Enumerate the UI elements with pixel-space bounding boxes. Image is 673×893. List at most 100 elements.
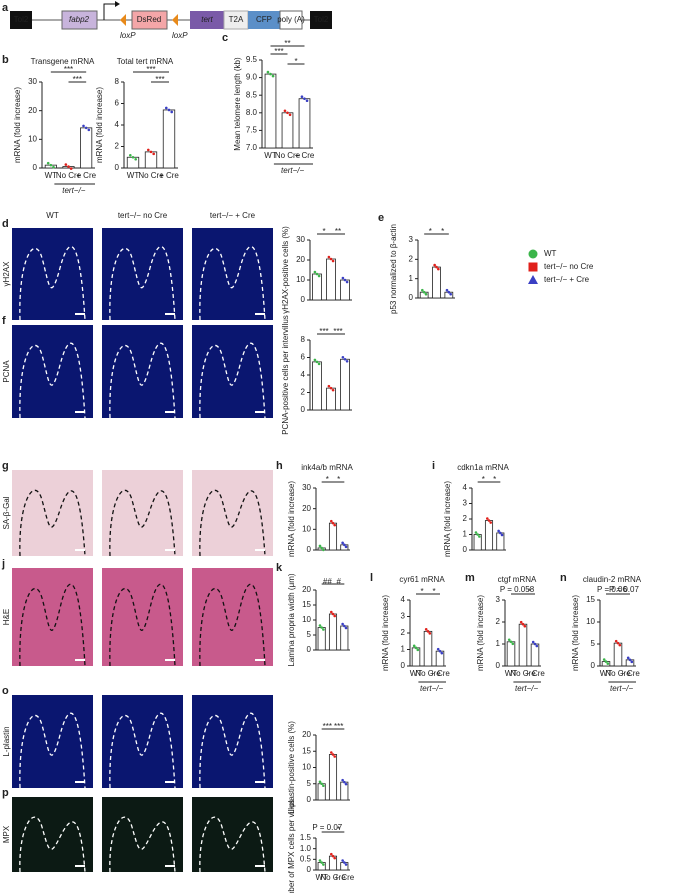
- villus-outline: [19, 342, 86, 419]
- y-axis-label: L-plastin-positive cells (%): [287, 721, 296, 814]
- data-point: [343, 357, 347, 361]
- data-point: [165, 106, 168, 110]
- data-point: [69, 167, 73, 170]
- data-point: [499, 531, 502, 535]
- data-point: [67, 165, 70, 168]
- bar: [423, 630, 433, 667]
- data-point: [428, 632, 432, 635]
- significance-label: *: [337, 825, 340, 834]
- y-tick-label: 2: [463, 514, 468, 523]
- significance-label: *: [493, 475, 496, 484]
- data-point: [331, 521, 335, 525]
- x-tick-label: WT: [410, 669, 423, 678]
- row-label: γH2AX: [2, 261, 11, 287]
- y-tick-label: 20: [302, 585, 311, 594]
- y-tick-label: 9.0: [246, 73, 258, 82]
- y-axis-label: mRNA (fold increase): [95, 87, 104, 163]
- villus-outline: [109, 583, 176, 667]
- significance-label: ***: [333, 327, 342, 336]
- bar: [340, 279, 350, 301]
- data-point: [167, 108, 171, 112]
- data-point: [345, 280, 349, 284]
- panel-letter: o: [2, 685, 9, 697]
- y-tick-label: 10: [302, 763, 311, 772]
- row-label: PCNA: [2, 360, 11, 383]
- y-tick-label: 2: [401, 628, 406, 637]
- data-point: [305, 99, 309, 103]
- y-tick-label: 3: [409, 235, 414, 244]
- data-point: [318, 859, 322, 862]
- significance-label: *: [337, 475, 340, 484]
- data-point: [271, 74, 275, 78]
- y-tick-label: 2: [301, 388, 306, 397]
- data-point: [436, 647, 440, 651]
- y-tick-label: 30: [28, 77, 37, 86]
- x-tick-label: WT: [600, 669, 613, 678]
- data-point: [449, 292, 452, 296]
- data-point: [497, 529, 500, 533]
- construct-element: T2A: [229, 15, 244, 24]
- significance-label: *: [527, 587, 530, 596]
- x-tick-label: + Cre: [525, 669, 545, 678]
- data-point: [320, 546, 323, 550]
- data-point: [486, 517, 489, 520]
- data-point: [322, 784, 325, 788]
- data-point: [313, 358, 317, 362]
- y-axis-label: mRNA (fold increase): [571, 595, 580, 671]
- bar: [162, 109, 176, 169]
- significance-label: P = 0.058: [500, 585, 535, 594]
- data-point: [628, 658, 632, 662]
- chart-title: cdkn1a mRNA: [457, 463, 509, 472]
- data-point: [327, 384, 331, 388]
- data-point: [344, 545, 348, 549]
- bar: [328, 613, 338, 651]
- y-tick-label: 0: [301, 295, 306, 304]
- y-tick-label: 7.5: [246, 126, 258, 135]
- panel-letter: f: [2, 315, 6, 327]
- y-tick-label: 0: [307, 545, 312, 554]
- data-point: [489, 521, 493, 524]
- data-point: [330, 519, 333, 523]
- data-point: [533, 642, 537, 646]
- villus-outline: [109, 246, 176, 321]
- y-tick-label: 10: [586, 617, 595, 626]
- legend-marker: [528, 249, 538, 259]
- y-axis-label: Lamina propria width (μm): [287, 573, 296, 666]
- significance-label: ***: [323, 722, 332, 731]
- row-label: SA-β-Gal: [2, 496, 11, 529]
- data-point: [315, 272, 319, 276]
- data-point: [300, 95, 304, 99]
- micrograph: [12, 695, 93, 788]
- x-tick-label: WT: [315, 873, 328, 882]
- data-point: [49, 163, 53, 167]
- y-tick-label: 1: [496, 639, 501, 648]
- data-point: [330, 852, 333, 856]
- x-tick-label: + Cre: [159, 171, 179, 180]
- y-tick-label: 20: [28, 106, 37, 115]
- y-tick-label: 10: [302, 524, 311, 533]
- y-tick-label: 0: [591, 661, 596, 670]
- data-point: [535, 644, 539, 648]
- data-point: [322, 863, 325, 866]
- micrograph: [192, 325, 273, 418]
- micrograph: [102, 568, 183, 666]
- data-point: [320, 861, 323, 864]
- y-tick-label: 2: [115, 142, 120, 151]
- bar: [328, 754, 338, 801]
- y-tick-label: 6: [115, 99, 120, 108]
- bar: [326, 258, 336, 301]
- data-point: [341, 622, 344, 626]
- y-tick-label: 0: [409, 293, 414, 302]
- chart-title: ctgf mRNA: [498, 575, 537, 584]
- villus-outline: [109, 712, 176, 789]
- y-tick-label: 4: [115, 120, 120, 129]
- data-point: [344, 782, 348, 786]
- significance-label: ##: [323, 577, 332, 586]
- micrograph: [12, 470, 93, 556]
- y-tick-label: 2: [496, 617, 501, 626]
- significance-label: *: [482, 475, 485, 484]
- villus-outline: [109, 816, 176, 873]
- bar: [80, 127, 93, 169]
- significance-label: *: [441, 227, 444, 236]
